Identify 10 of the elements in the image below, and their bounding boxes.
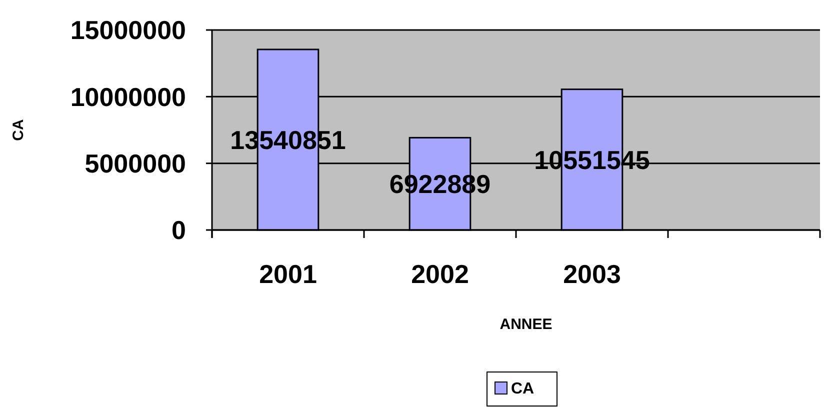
y-tick-label: 0 bbox=[172, 215, 186, 246]
y-tick-label: 5000000 bbox=[84, 148, 186, 178]
x-tick-label: 2002 bbox=[411, 259, 469, 289]
x-tick-label: 2003 bbox=[563, 259, 621, 289]
legend-label: CA bbox=[511, 380, 535, 398]
x-axis-title: ANNEE bbox=[500, 316, 552, 333]
y-axis-title: CA bbox=[10, 119, 27, 141]
y-tick-label: 15000000 bbox=[70, 15, 186, 46]
x-tick-label: 2001 bbox=[259, 259, 317, 289]
y-tick-label: 10000000 bbox=[70, 82, 186, 112]
